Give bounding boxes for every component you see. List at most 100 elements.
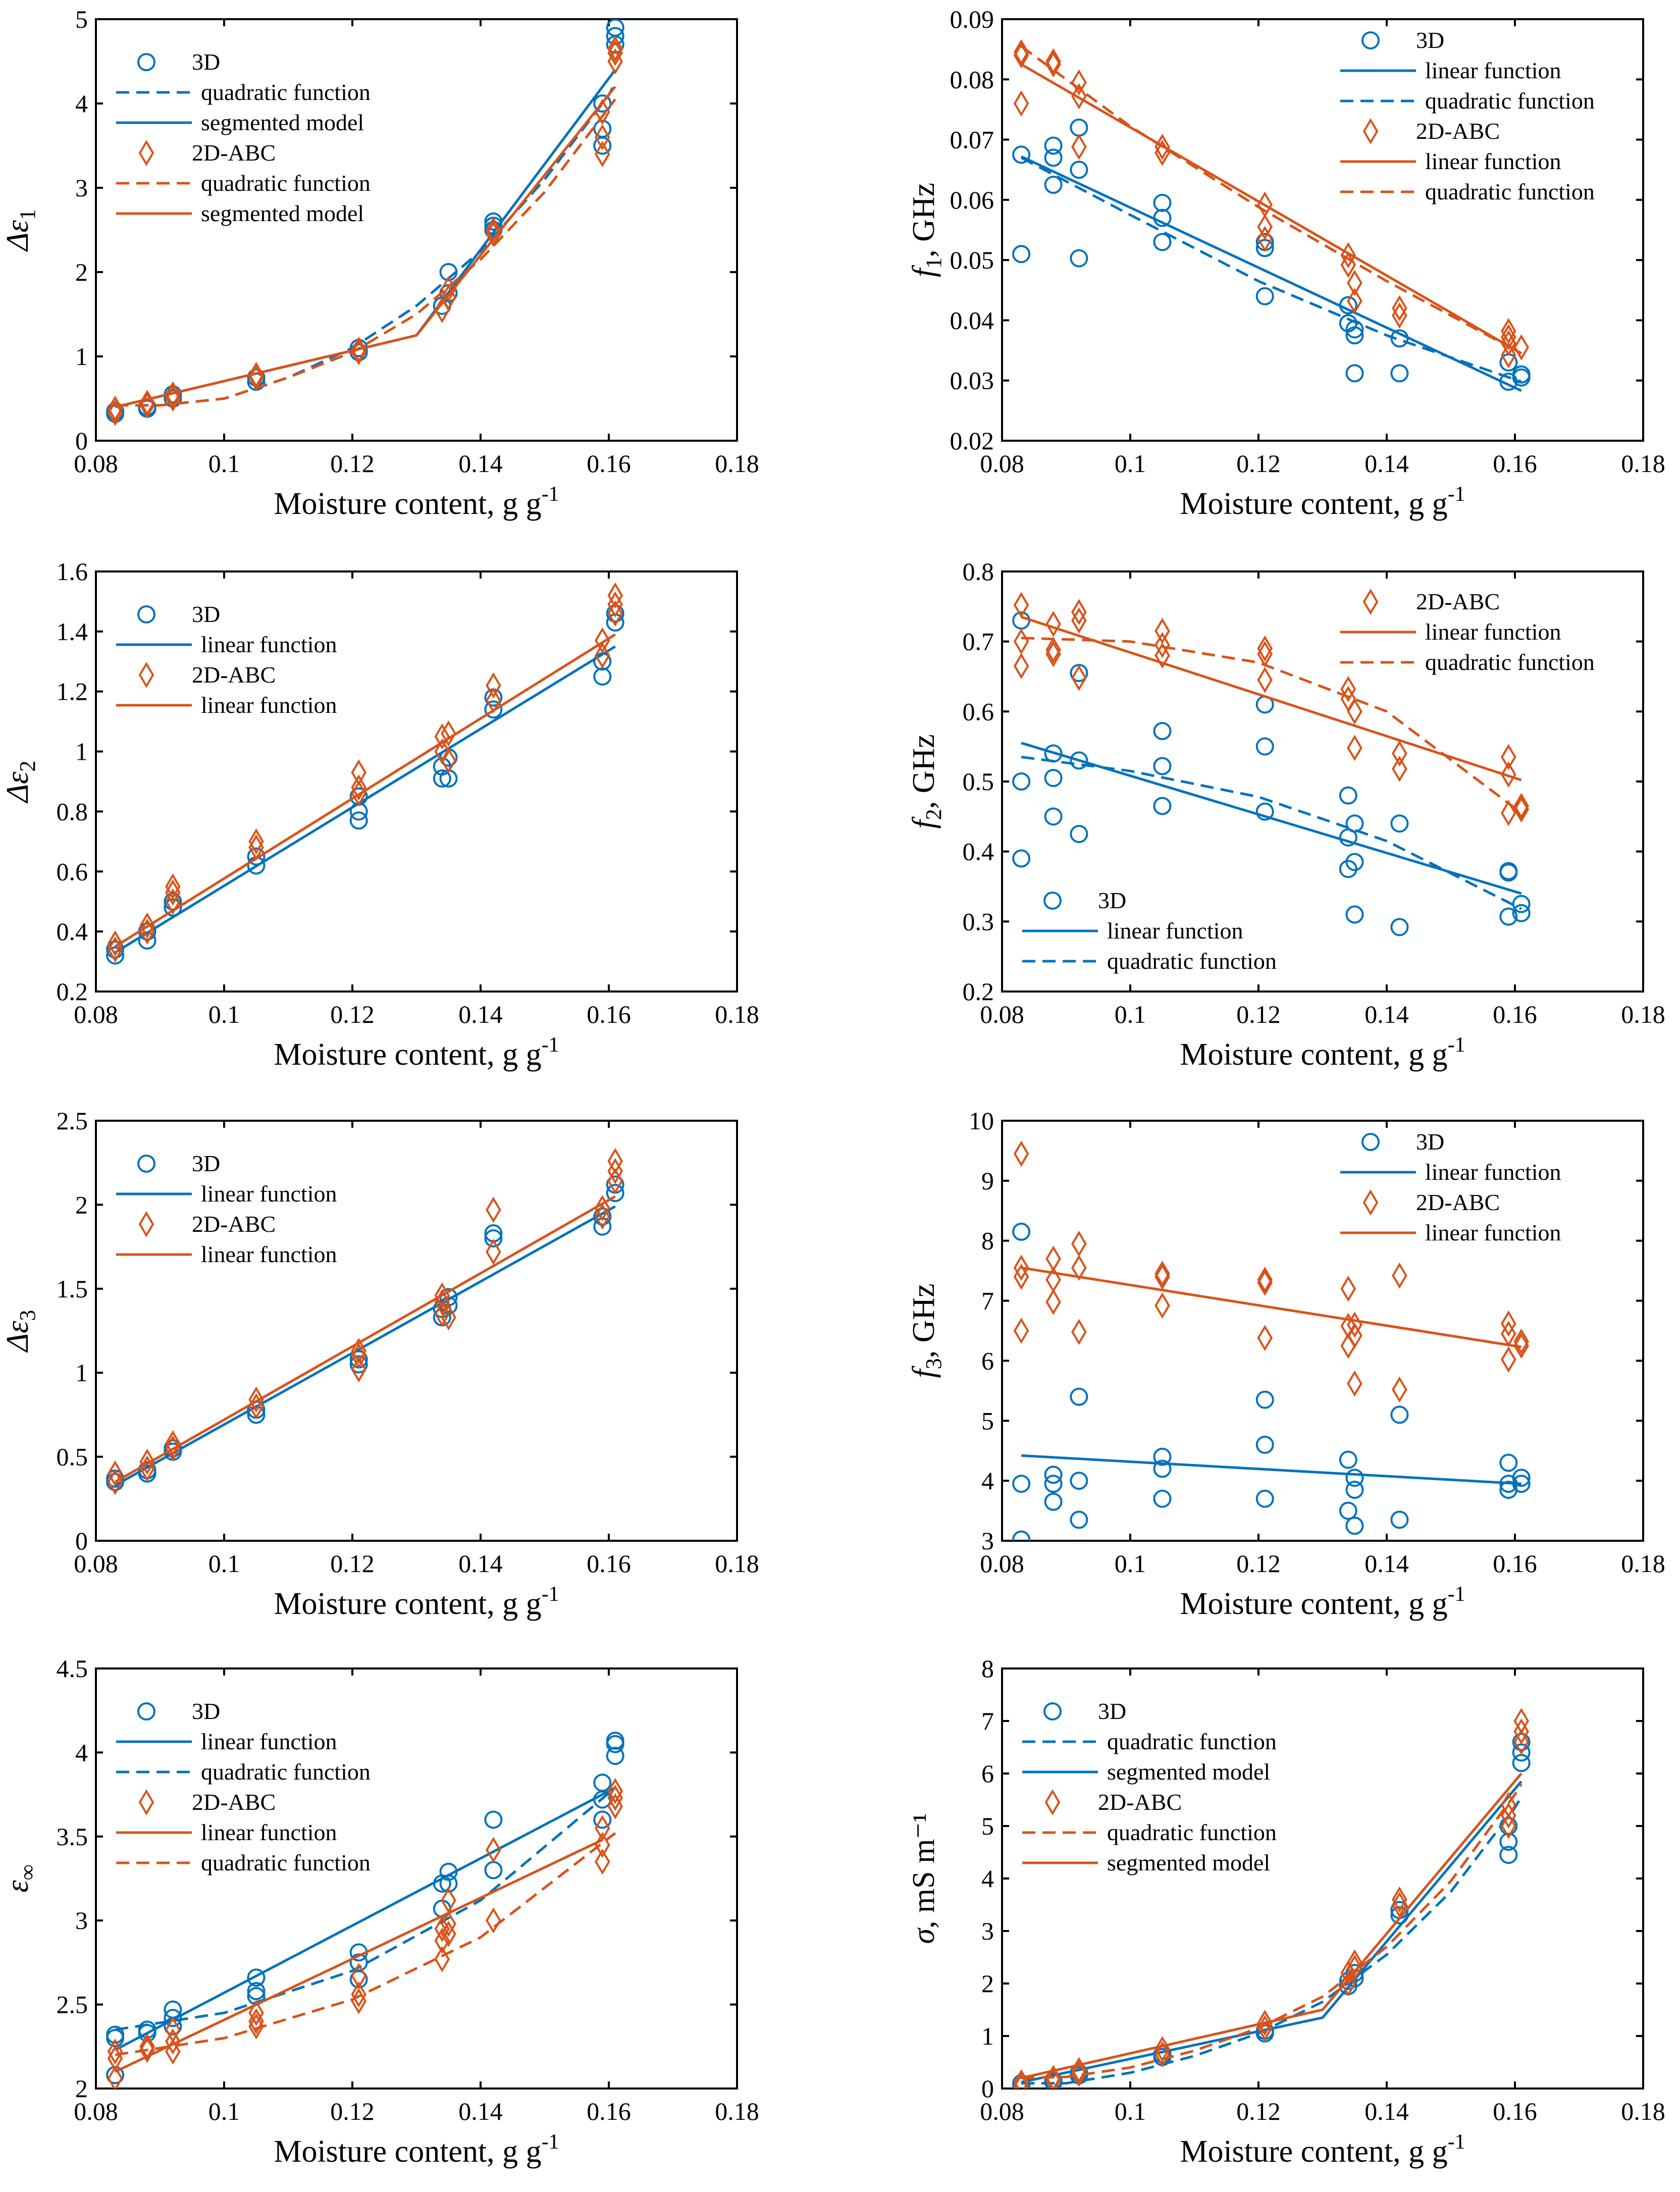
data-point-3d [593, 1810, 612, 1829]
data-point-2d-abc [1500, 800, 1516, 826]
quadratic-fit-line [1021, 756, 1522, 910]
series-circle [1012, 1222, 1531, 1541]
legend-label: segmented model [1107, 1850, 1270, 1875]
series-diamond [1013, 1708, 1530, 2089]
y-axis-label-unit: , mS m⁻¹ [907, 1813, 941, 1928]
data-point-3d [1153, 1459, 1172, 1478]
data-point-2d-abc [594, 1195, 610, 1221]
y-tick-label: 2 [75, 2074, 88, 2103]
y-axis-label: σ, mS m⁻¹ [907, 1813, 941, 1944]
data-point-2d-abc [1347, 1312, 1362, 1338]
data-point-2d-abc [1500, 1792, 1516, 1818]
x-axis-label-sup: -1 [1448, 1583, 1465, 1606]
y-tick-label: 7 [981, 1707, 994, 1735]
x-axis-label-sup: -1 [1448, 2130, 1465, 2154]
data-point-2d-abc [107, 930, 123, 957]
y-tick-label: 3 [75, 1906, 88, 1935]
data-point-2d-abc [1392, 302, 1407, 329]
data-point-2d-abc [1257, 2010, 1273, 2036]
data-point-2d-abc [1013, 1318, 1029, 1344]
data-point-3d [606, 1747, 624, 1765]
fit-line [114, 1205, 616, 1487]
legend-label: 3D [1416, 1129, 1444, 1155]
x-tick-label: 0.1 [208, 449, 240, 478]
y-tick-label: 0.5 [57, 1443, 88, 1471]
x-tick-label: 0.14 [458, 449, 503, 478]
x-tick-label: 0.08 [980, 2097, 1024, 2125]
data-point-3d [1390, 918, 1409, 936]
x-tick-label: 0.16 [1493, 2097, 1537, 2125]
x-tick-label: 0.12 [330, 2097, 375, 2125]
data-point-2d-abc [441, 276, 456, 302]
data-point-2d-abc [1013, 42, 1029, 69]
data-point-2d-abc [607, 39, 623, 66]
y-tick-label: 0.2 [57, 977, 88, 1006]
data-point-2d-abc [1071, 133, 1087, 160]
data-point-2d-abc [607, 1793, 623, 1819]
data-point-3d [1070, 118, 1088, 137]
legend-label: 2D-ABC [1416, 1189, 1500, 1215]
y-axis-label-sub: 3 [15, 1310, 40, 1321]
x-tick-label: 0.16 [587, 2097, 631, 2125]
data-point-3d [164, 1439, 182, 1457]
x-tick-label: 0.14 [1364, 1000, 1409, 1028]
data-point-3d [1044, 1475, 1063, 1493]
data-point-2d-abc [1392, 1376, 1407, 1403]
legend-label: 2D-ABC [1416, 118, 1500, 144]
y-tick-label: 4 [981, 1467, 994, 1495]
quadratic-fit-line [1020, 156, 1522, 383]
axes-frame [1001, 1120, 1644, 1542]
data-point-2d-abc [1347, 735, 1362, 761]
legend-label: quadratic function [201, 170, 371, 196]
x-tick-label: 0.18 [715, 2097, 759, 2125]
x-tick-label: 0.08 [980, 1549, 1024, 1578]
data-point-3d [1070, 1387, 1088, 1406]
legend-label: linear function [201, 692, 337, 718]
x-axis-label-sup: -1 [1448, 483, 1465, 506]
fit-line [1020, 63, 1522, 355]
y-axis-label-main: ε [1, 1880, 35, 1893]
data-point-3d [1390, 329, 1409, 348]
x-axis-label: Moisture content, g g-1 [274, 2130, 559, 2169]
data-point-2d-abc [594, 1832, 610, 1858]
x-axis-label-text: Moisture content, g g [274, 487, 541, 521]
legend: 3D quadratic function segmented model 2D-AB… [1022, 1698, 1277, 1875]
legend-diamond-marker [1362, 118, 1379, 144]
data-point-2d-abc [1340, 251, 1356, 278]
data-point-2d-abc [139, 392, 155, 419]
x-axis-label-sup: -1 [542, 1583, 559, 1606]
data-point-2d-abc [1071, 1319, 1087, 1345]
x-axis-label-text: Moisture content, g g [1180, 1037, 1447, 1072]
data-point-2d-abc [434, 1946, 450, 1972]
data-point-2d-abc [1392, 295, 1407, 322]
x-axis-label-text: Moisture content, g g [274, 1587, 541, 1621]
data-point-2d-abc [486, 687, 501, 714]
y-tick-label: 1 [981, 2022, 994, 2050]
legend-label: segmented model [201, 200, 364, 226]
x-axis-label: Moisture content, g g-1 [274, 483, 559, 521]
data-point-2d-abc [1013, 628, 1029, 655]
legend-label: 2D-ABC [192, 1789, 276, 1815]
data-point-3d [606, 27, 624, 45]
data-point-3d [1390, 1510, 1409, 1529]
legend-label: linear function [201, 1729, 337, 1754]
data-point-3d [1345, 1964, 1364, 1982]
legend-circle-marker [1043, 892, 1062, 910]
y-tick-label: 4 [75, 89, 88, 118]
data-point-2d-abc [1347, 1954, 1362, 1981]
y-axis-label-unit: , GHz [907, 734, 941, 809]
x-tick-label: 0.18 [715, 1000, 759, 1028]
y-axis-label-main: Δε [1, 771, 35, 804]
y-tick-label: 5 [981, 1812, 994, 1840]
y-tick-label: 2.5 [57, 1107, 88, 1135]
data-point-2d-abc [1257, 1267, 1273, 1293]
chart-de1: 0.08 0.1 0.12 0.14 0.16 0.18 0 1 2 3 4 5 Moisture co… [1, 5, 759, 521]
data-point-2d-abc [594, 627, 610, 654]
data-point-2d-abc [1154, 1292, 1170, 1319]
data-point-2d-abc [139, 389, 155, 416]
legend-circle-marker [1361, 31, 1380, 49]
data-point-2d-abc [1071, 599, 1087, 625]
y-tick-label: 0.08 [950, 65, 994, 93]
x-axis-label: Moisture content, g g-1 [1180, 2130, 1465, 2169]
x-tick-label: 0.14 [1364, 449, 1409, 478]
